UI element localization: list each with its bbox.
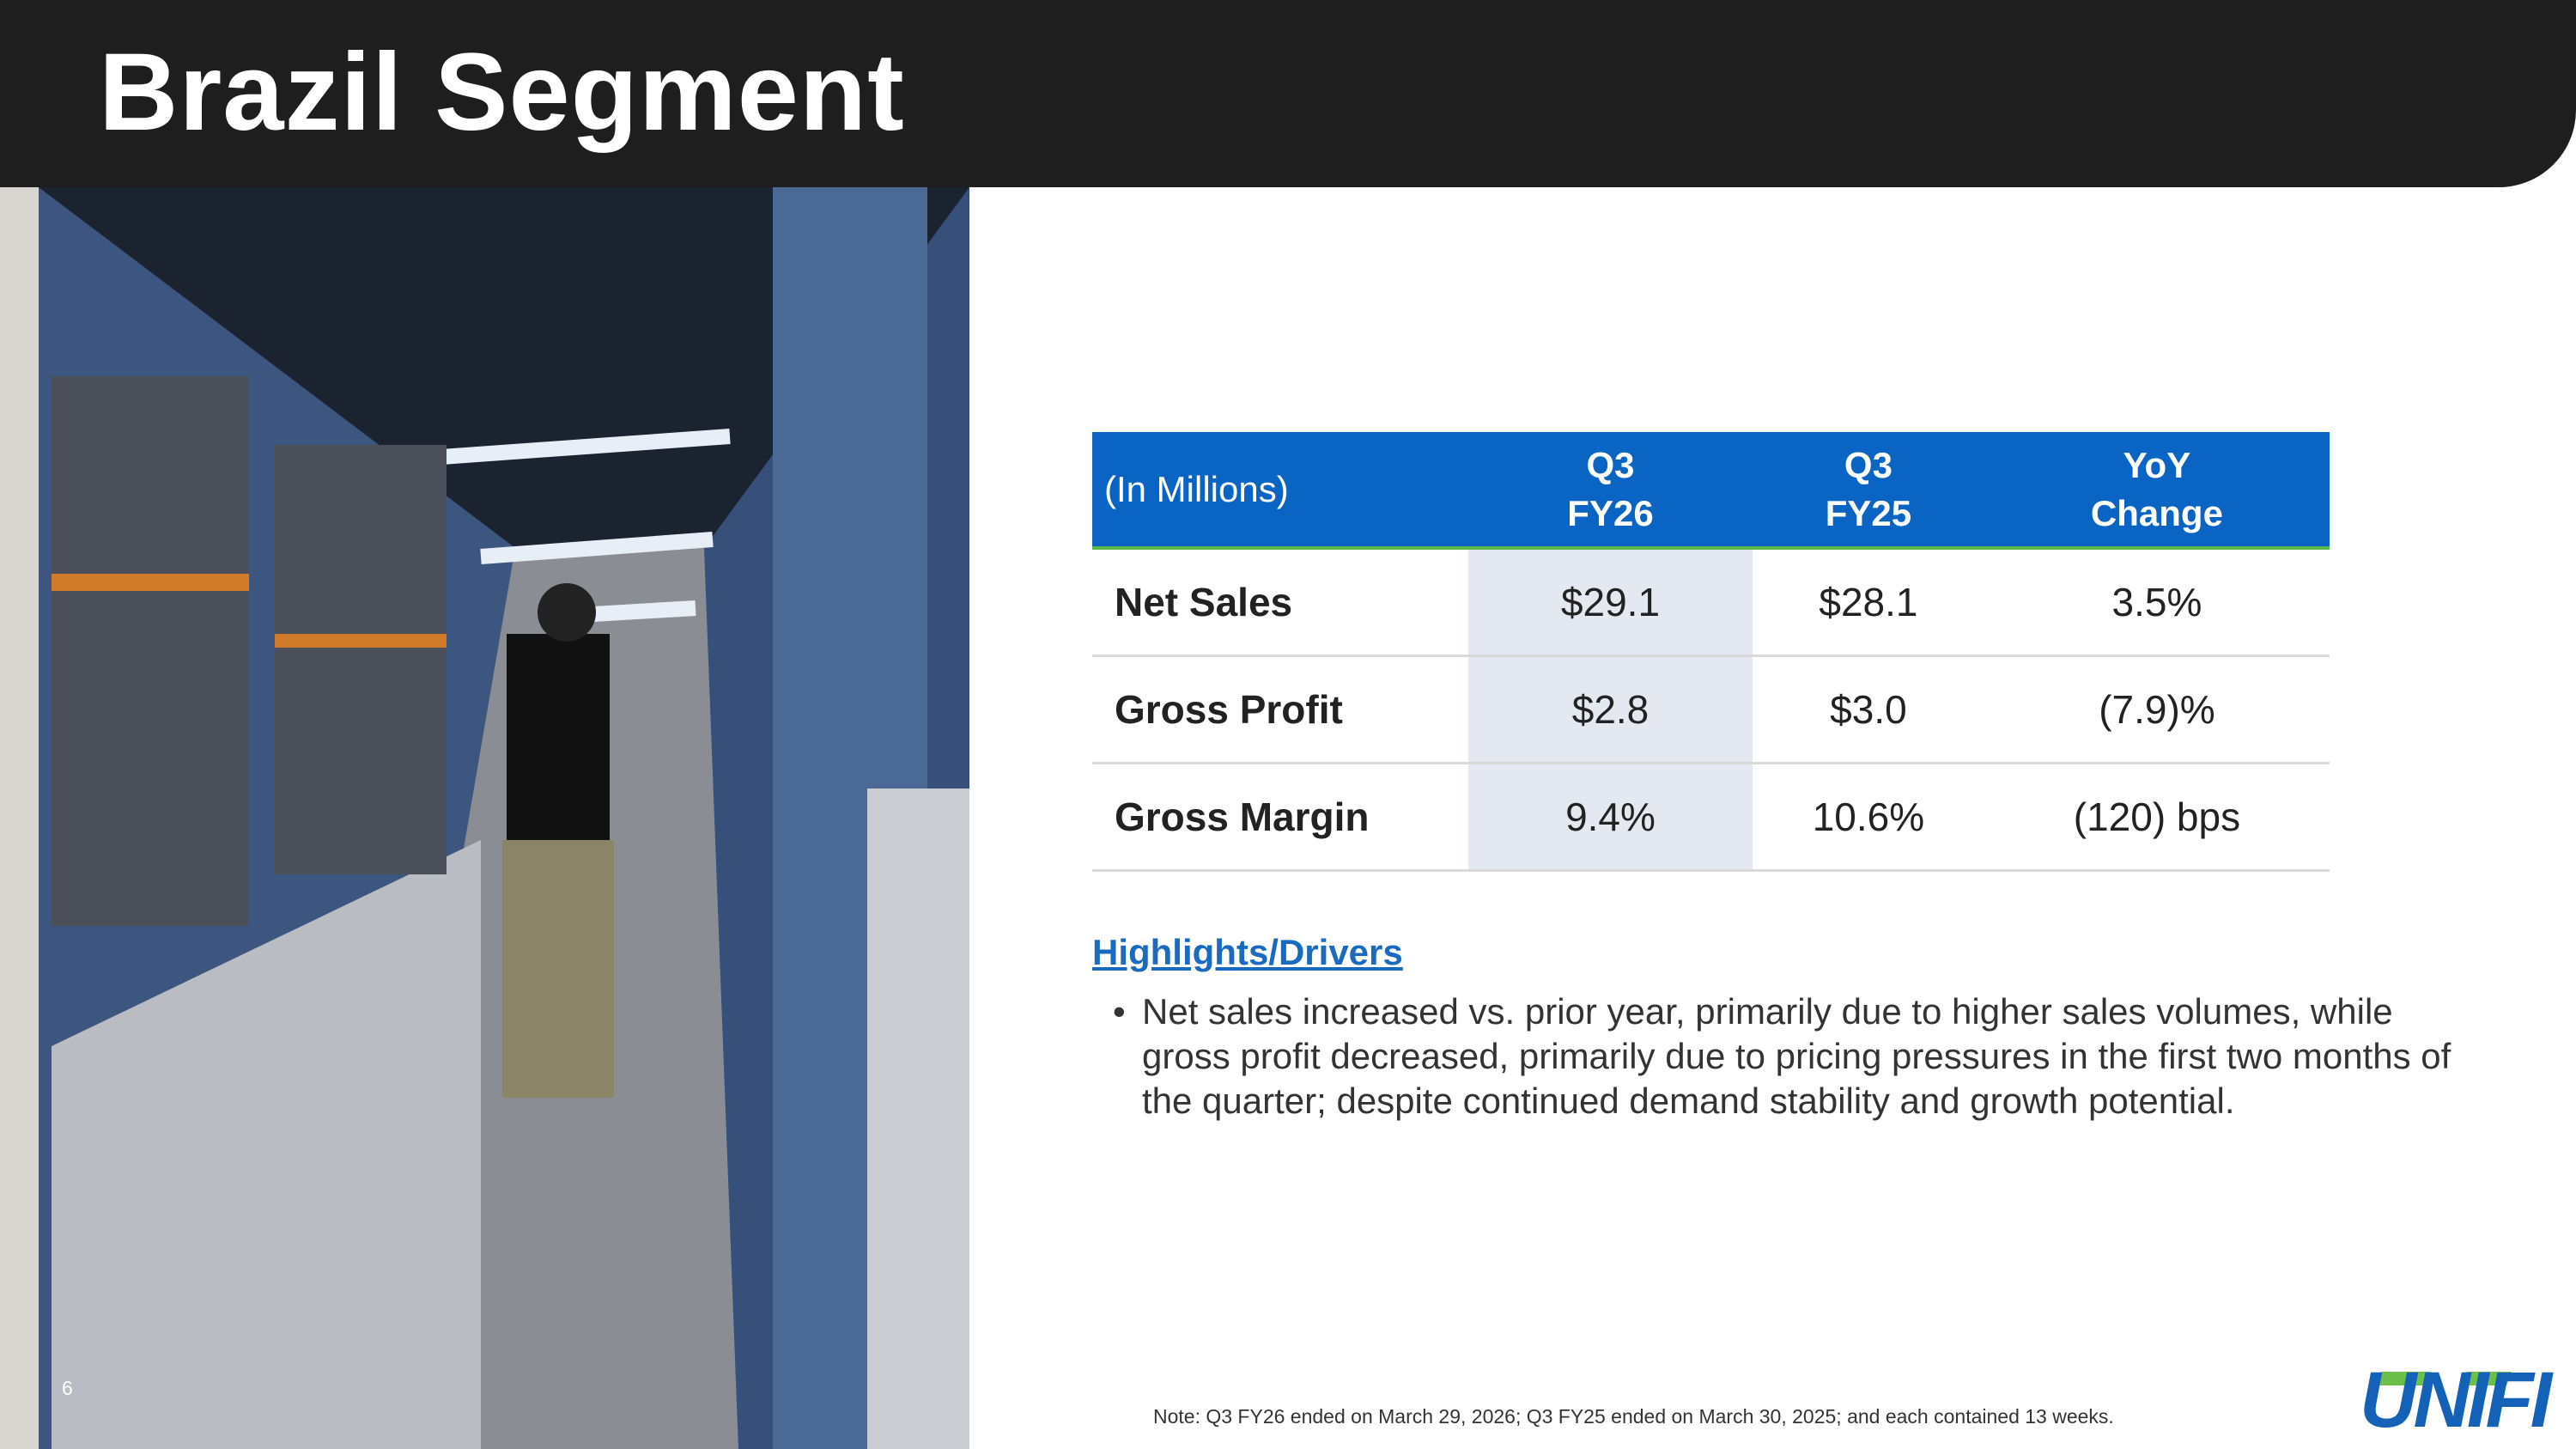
row-label: Net Sales <box>1092 548 1468 657</box>
value-cell: $3.0 <box>1753 655 1984 764</box>
header-cell: YoY Change <box>1984 432 2330 550</box>
value-cell: 3.5% <box>1984 548 2330 657</box>
highlights-list: Net sales increased vs. prior year, prim… <box>1113 989 2482 1123</box>
header-bar <box>0 0 2576 187</box>
page-number: 6 <box>62 1377 73 1399</box>
value-cell: 9.4% <box>1468 763 1753 872</box>
header-cell: Q3 FY26 <box>1468 432 1753 550</box>
table-body: Net Sales $29.1 $28.1 3.5% Gross Profit $2.8 $… <box>1092 548 2330 872</box>
table-row: Net Sales $29.1 $28.1 3.5% <box>1092 548 2330 657</box>
header-cell: Q3 FY25 <box>1753 432 1984 550</box>
footnote: Note: Q3 FY26 ended on March 29, 2026; Q… <box>1153 1405 2114 1428</box>
value-cell: (120) bps <box>1984 763 2330 872</box>
header-cell: (In Millions) <box>1092 432 1468 550</box>
value-cell: (7.9)% <box>1984 655 2330 764</box>
segment-table: (In Millions) Q3 FY26 Q3 FY25 YoY Change… <box>1092 432 2330 872</box>
row-label: Gross Margin <box>1092 763 1468 872</box>
row-label: Gross Profit <box>1092 655 1468 764</box>
value-cell: $2.8 <box>1468 655 1753 764</box>
factory-photo <box>0 187 969 1449</box>
bullet: Net sales increased vs. prior year, prim… <box>1113 989 2482 1123</box>
table-header: (In Millions) Q3 FY26 Q3 FY25 YoY Change <box>1092 432 2330 550</box>
table-row: Gross Profit $2.8 $3.0 (7.9)% <box>1092 655 2330 764</box>
value-cell: 10.6% <box>1753 763 1984 872</box>
slide-title: Brazil Segment <box>99 31 905 154</box>
table-row: Gross Margin 9.4% 10.6% (120) bps <box>1092 763 2330 872</box>
logo: UNIFI <box>2360 1356 2552 1444</box>
highlights-heading: Highlights/Drivers <box>1092 932 1403 972</box>
value-cell: $28.1 <box>1753 548 1984 657</box>
value-cell: $29.1 <box>1468 548 1753 657</box>
